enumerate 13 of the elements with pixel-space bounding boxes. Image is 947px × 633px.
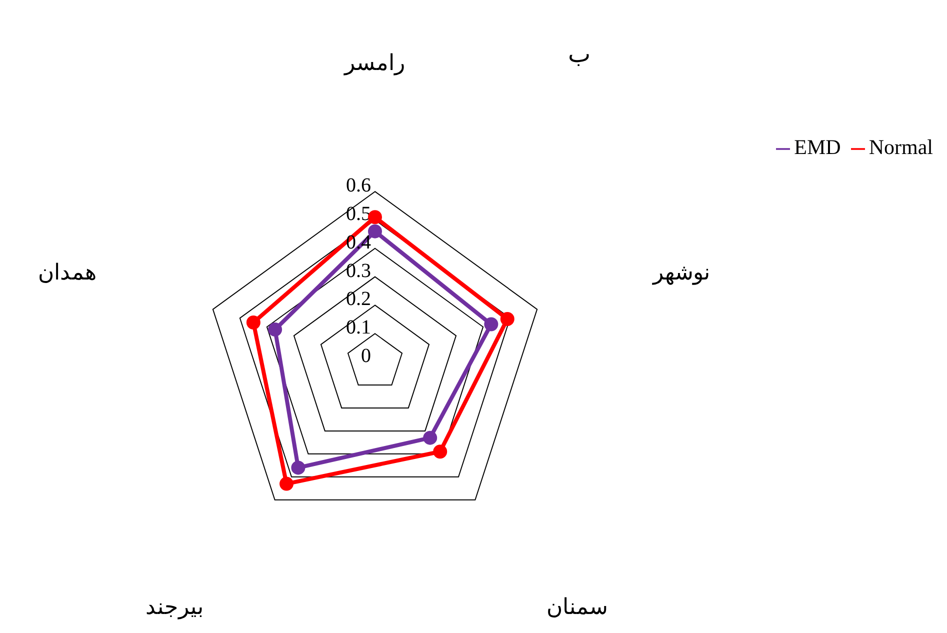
spoke-label: همدان (38, 260, 98, 285)
y-tick-label: 0 (361, 345, 371, 367)
spoke-label: نوشهر (652, 260, 710, 286)
spoke-label: رامسر (344, 50, 406, 76)
legend-label: EMD (794, 135, 841, 159)
y-tick-label: 0.1 (346, 316, 371, 339)
spoke-label: بیرجند (145, 594, 204, 620)
y-tick-label: 0.6 (346, 174, 371, 197)
legend-label: Normal (868, 135, 933, 159)
y-tick-label: 0.3 (346, 260, 371, 282)
y-tick-label: 0.2 (346, 288, 371, 310)
text: ب (568, 41, 591, 69)
spoke-label: سمنان (546, 594, 608, 619)
